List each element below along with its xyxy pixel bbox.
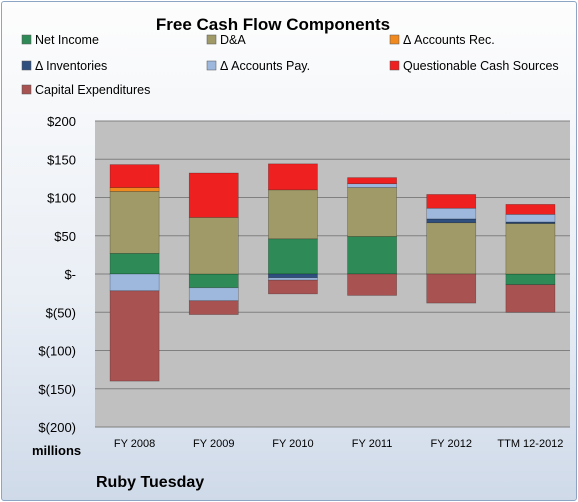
y-tick-label: $150 bbox=[47, 152, 76, 167]
bar-d-a-fy-2010 bbox=[268, 189, 318, 240]
y-axis: $200 $150 $100 $50 $- $(50) $(100) $(150) $(200) bbox=[38, 114, 76, 435]
y-tick-label: $100 bbox=[47, 191, 76, 206]
legend-label-delta-accounts-rec: Δ Accounts Rec. bbox=[403, 33, 495, 47]
x-tick-label: FY 2011 bbox=[352, 438, 393, 450]
bar-capital-expenditures-fy-2012 bbox=[426, 273, 477, 304]
x-axis: FY 2008 FY 2009 FY 2010 FY 2011 FY 2012 TTM 1… bbox=[114, 438, 564, 450]
bar-questionable-cash-sources-fy-2009 bbox=[188, 172, 239, 218]
bar-capital-expenditures-fy-2010 bbox=[268, 279, 318, 295]
bar-net-income-ttm-12-2012 bbox=[505, 273, 556, 286]
x-tick-label: FY 2012 bbox=[431, 438, 472, 450]
bar-net-income-fy-2010 bbox=[268, 238, 318, 275]
y-tick-label: $200 bbox=[47, 114, 76, 129]
legend-label-delta-accounts-pay: Δ Accounts Pay. bbox=[220, 59, 310, 73]
bar-net-income-fy-2011 bbox=[347, 236, 397, 275]
bar-d-a-fy-2008 bbox=[109, 191, 160, 254]
y-tick-label: $(100) bbox=[38, 344, 76, 359]
bar-capital-expenditures-fy-2011 bbox=[347, 273, 397, 296]
bar-delta-accounts-pay-fy-2008 bbox=[109, 273, 160, 292]
x-tick-label: FY 2008 bbox=[114, 438, 155, 450]
legend-label-d-a: D&A bbox=[220, 33, 246, 47]
bar-capital-expenditures-ttm-12-2012 bbox=[505, 284, 556, 313]
bar-delta-accounts-pay-fy-2012 bbox=[426, 207, 477, 220]
bars bbox=[109, 163, 556, 382]
legend-swatch-delta-inventories bbox=[21, 60, 32, 71]
bar-delta-inventories-fy-2012 bbox=[426, 218, 477, 224]
y-tick-label: $(50) bbox=[46, 305, 76, 320]
legend-label-delta-inventories: Δ Inventories bbox=[35, 59, 107, 73]
y-tick-label: $- bbox=[64, 267, 76, 282]
chart-title: Free Cash Flow Components bbox=[156, 15, 390, 34]
legend-swatch-delta-accounts-pay bbox=[206, 60, 217, 71]
y-tick-label: $50 bbox=[54, 229, 76, 244]
bar-questionable-cash-sources-fy-2012 bbox=[426, 194, 477, 209]
bar-d-a-fy-2011 bbox=[347, 187, 397, 237]
bar-questionable-cash-sources-fy-2011 bbox=[347, 177, 397, 185]
company-name: Ruby Tuesday bbox=[96, 474, 204, 491]
legend-swatch-d-a bbox=[206, 34, 217, 45]
bar-delta-inventories-fy-2010 bbox=[268, 273, 318, 279]
legend-label-capital-expenditures: Capital Expenditures bbox=[35, 83, 150, 97]
bar-delta-accounts-pay-fy-2009 bbox=[188, 287, 239, 302]
legend-label-questionable-cash-sources: Questionable Cash Sources bbox=[403, 59, 559, 73]
bar-capital-expenditures-fy-2009 bbox=[188, 300, 239, 315]
gridlines bbox=[95, 120, 570, 428]
legend: Net Income D&A Δ Accounts Rec. Δ Inventorie… bbox=[21, 33, 559, 97]
x-tick-label: TTM 12-2012 bbox=[497, 438, 563, 450]
bar-d-a-ttm-12-2012 bbox=[505, 223, 556, 275]
bar-net-income-fy-2009 bbox=[188, 273, 239, 289]
bar-delta-accounts-pay-fy-2011 bbox=[347, 183, 397, 188]
x-tick-label: FY 2010 bbox=[272, 438, 313, 450]
bar-questionable-cash-sources-ttm-12-2012 bbox=[505, 204, 556, 215]
bar-delta-accounts-pay-fy-2010 bbox=[268, 277, 318, 281]
bar-delta-accounts-rec-fy-2008 bbox=[109, 187, 160, 192]
bar-net-income-fy-2008 bbox=[109, 253, 160, 275]
legend-swatch-delta-accounts-rec bbox=[389, 34, 400, 45]
bar-d-a-fy-2009 bbox=[188, 217, 239, 275]
y-tick-label: $(200) bbox=[38, 420, 76, 435]
legend-swatch-capital-expenditures bbox=[21, 84, 32, 95]
bar-delta-accounts-pay-ttm-12-2012 bbox=[505, 214, 556, 223]
legend-swatch-questionable-cash-sources bbox=[389, 60, 400, 71]
legend-label-net-income: Net Income bbox=[35, 33, 99, 47]
bar-questionable-cash-sources-fy-2008 bbox=[109, 164, 160, 188]
bar-questionable-cash-sources-fy-2010 bbox=[268, 163, 318, 191]
bar-d-a-fy-2012 bbox=[426, 222, 477, 275]
y-tick-label: $(150) bbox=[38, 382, 76, 397]
legend-swatch-net-income bbox=[21, 34, 32, 45]
bar-capital-expenditures-fy-2008 bbox=[109, 290, 160, 382]
units-label: millions bbox=[32, 443, 81, 458]
x-tick-label: FY 2009 bbox=[193, 438, 234, 450]
